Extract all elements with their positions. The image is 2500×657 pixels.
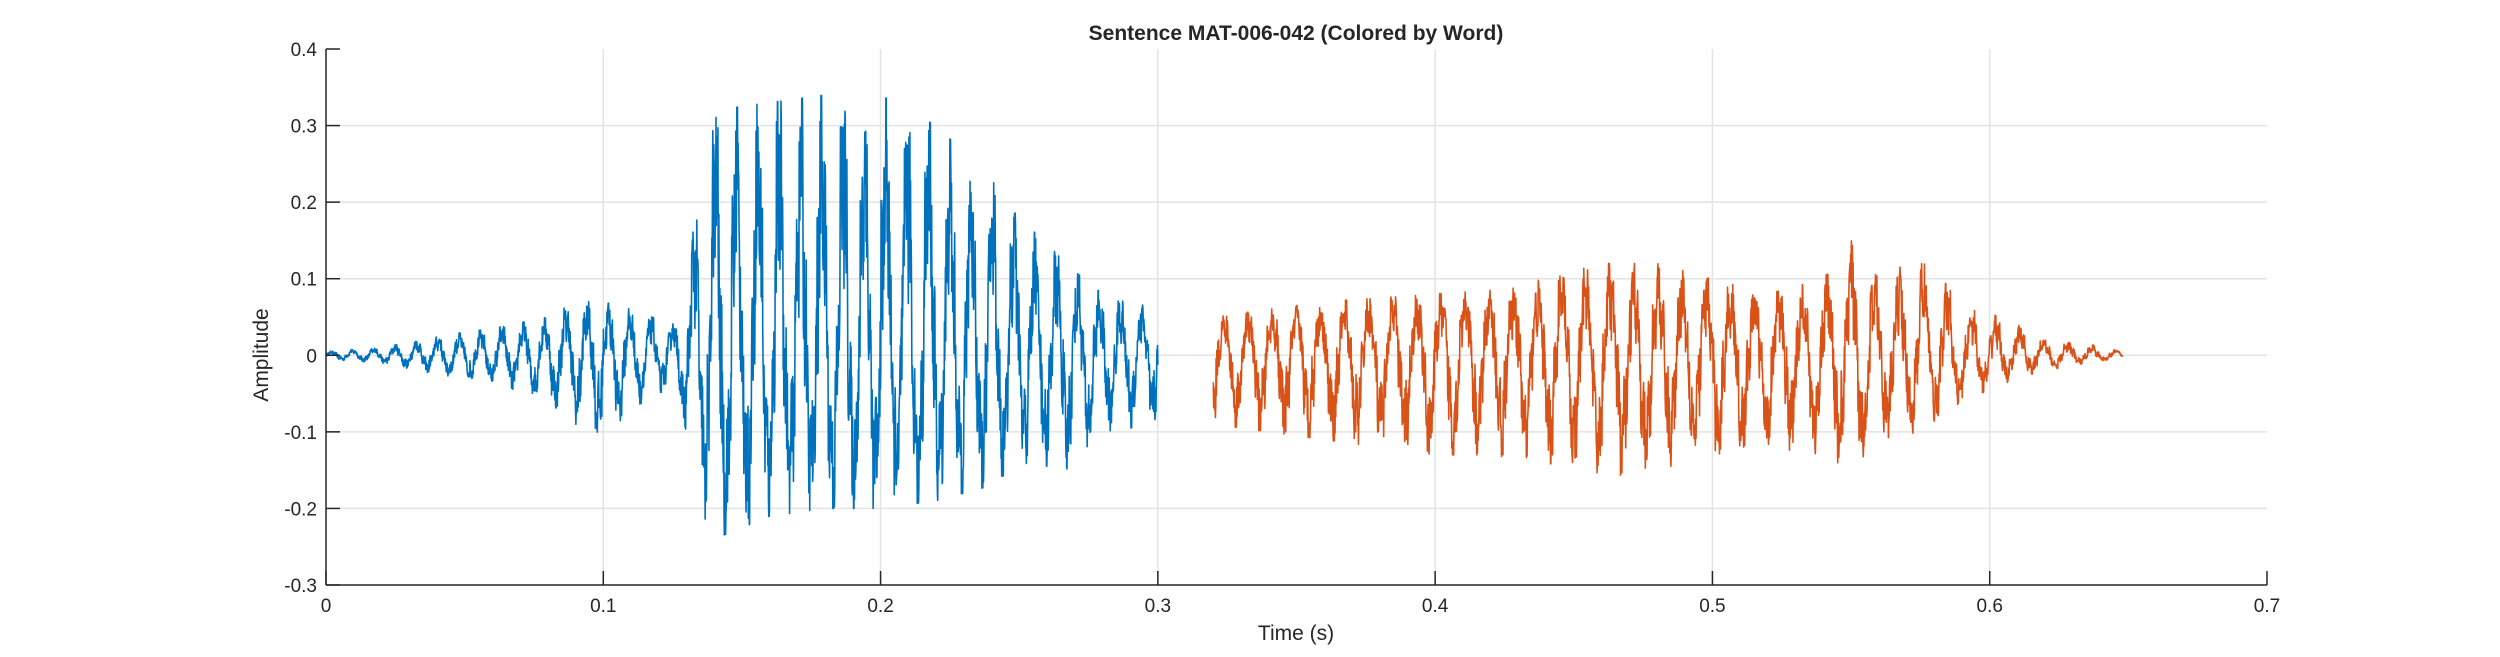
grid — [326, 49, 2267, 585]
axes — [325, 48, 2268, 586]
plot-area — [326, 49, 2267, 585]
x-tick-label: 0.2 — [867, 596, 893, 617]
x-tick-label: 0.1 — [590, 596, 616, 617]
tick-labels: 0 0.1 0.2 0.3 0.4 0.5 0.6 0.7 -0.3 -0.2 -0.1 0 0.1 0.… — [284, 40, 2280, 617]
y-tick-label: 0.4 — [291, 40, 318, 61]
y-tick-label: -0.3 — [284, 576, 317, 597]
y-tick-label: 0.3 — [291, 117, 317, 138]
x-tick-label: 0.7 — [2254, 596, 2280, 617]
x-axis-label: Time (s) — [1258, 622, 1334, 645]
x-tick-label: 0.3 — [1145, 596, 1171, 617]
x-tick-label: 0 — [321, 596, 332, 617]
y-tick-label: -0.1 — [284, 423, 317, 444]
y-tick-label: -0.2 — [284, 499, 317, 520]
x-tick-label: 0.4 — [1422, 596, 1449, 617]
chart-title: Sentence MAT-006-042 (Colored by Word) — [1089, 22, 1504, 45]
y-tick-label: 0.2 — [291, 193, 317, 214]
x-tick-label: 0.6 — [1977, 596, 2003, 617]
y-tick-label: 0 — [306, 346, 317, 367]
y-axis-label: Amplitude — [250, 308, 273, 401]
series-layer — [325, 94, 2124, 536]
y-tick-label: 0.1 — [291, 270, 317, 291]
x-tick-label: 0.5 — [1699, 596, 1725, 617]
waveform-series-1 — [325, 94, 1159, 536]
waveform-series-2 — [1212, 240, 2124, 476]
